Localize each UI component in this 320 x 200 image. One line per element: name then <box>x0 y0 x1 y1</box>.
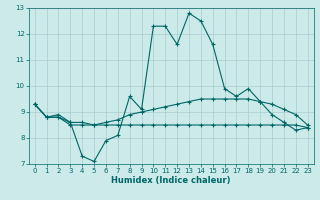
X-axis label: Humidex (Indice chaleur): Humidex (Indice chaleur) <box>111 176 231 185</box>
